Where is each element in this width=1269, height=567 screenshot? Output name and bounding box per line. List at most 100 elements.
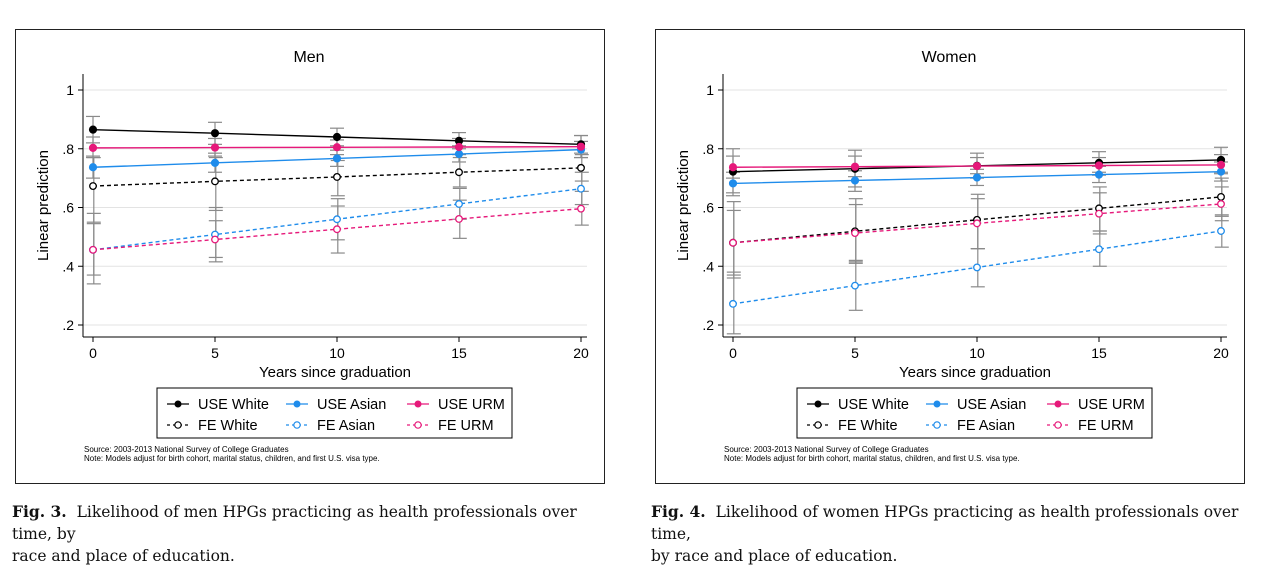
y-tick-label: .4 [62, 258, 74, 274]
legend: USE White USE Asian USE URM FE White FE Asia… [156, 387, 513, 439]
data-point [1216, 160, 1226, 170]
data-point [1095, 245, 1103, 254]
legend-marker [1054, 421, 1062, 429]
legend-box [156, 387, 513, 439]
data-point [333, 215, 341, 224]
legend-item-fe-urm: FE URM [1047, 418, 1134, 434]
legend-item-fe-white: FE White [167, 418, 258, 434]
data-point [851, 229, 859, 238]
data-point [1217, 192, 1225, 201]
legend-item-use-urm: USE URM [407, 397, 505, 413]
legend-marker [174, 400, 182, 408]
legend-label: USE Asian [317, 397, 386, 413]
figure-panel-women: Women .2.4.6.8 1 0 5 10 15 20 Years since gradua… [655, 29, 1245, 489]
x-tick-label: 0 [729, 345, 737, 361]
y-tick-label: 1 [66, 82, 74, 98]
legend-label: FE White [838, 418, 898, 434]
legend-label: USE URM [1078, 397, 1145, 413]
series-use-urm [88, 142, 586, 152]
y-tick-label: .2 [702, 317, 714, 333]
series-line [92, 167, 582, 187]
figure-panel-men: Men .2.4.6.8 1 0 5 10 15 20 Years since graduati… [15, 29, 605, 489]
data-point [728, 163, 738, 172]
legend-label: FE White [198, 418, 258, 434]
series-use-white [88, 125, 586, 149]
data-point [89, 245, 97, 254]
legend-marker [414, 400, 422, 408]
data-point [850, 162, 860, 171]
legend-item-use-white: USE White [167, 397, 269, 413]
model-note: Note: Models adjust for birth cohort, ma… [84, 454, 380, 463]
data-point [729, 238, 737, 247]
data-point [1216, 167, 1226, 176]
x-tick-label: 20 [573, 345, 589, 361]
legend-marker [933, 400, 941, 408]
legend-label: USE Asian [957, 397, 1026, 413]
source-note: Source: 2003-2013 National Survey of Col… [724, 445, 929, 454]
x-tick-label: 15 [451, 345, 467, 361]
legend-item-use-urm: USE URM [1047, 397, 1145, 413]
data-point [210, 129, 220, 138]
series-use-asian [728, 167, 1226, 188]
series-fe-asian [89, 184, 585, 254]
legend-label: USE White [838, 397, 909, 413]
legend-label: FE URM [438, 418, 494, 434]
legend-box [796, 387, 1153, 439]
data-point [577, 184, 585, 193]
legend-item-use-white: USE White [807, 397, 909, 413]
y-axis-label: Linear prediction [35, 150, 52, 261]
data-point [211, 177, 219, 186]
x-tick-label: 15 [1091, 345, 1107, 361]
legend-marker [814, 400, 822, 408]
data-point [89, 182, 97, 191]
legend-marker [933, 421, 941, 429]
legend-item-use-asian: USE Asian [286, 397, 386, 413]
data-point [576, 142, 586, 151]
data-point [88, 125, 98, 134]
chart-title: Women [922, 49, 977, 66]
data-point [1217, 200, 1225, 208]
data-point [454, 142, 464, 152]
legend-item-fe-asian: FE Asian [286, 418, 375, 434]
y-tick-label: .8 [702, 141, 714, 157]
legend-marker [174, 421, 182, 429]
series-line [732, 203, 1222, 244]
series-fe-urm [89, 204, 585, 254]
data-point [333, 225, 341, 234]
x-tick-label: 5 [851, 345, 859, 361]
series-use-urm [728, 160, 1226, 172]
legend-marker [293, 400, 301, 408]
figure-caption-4: Fig. 4. Likelihood of women HPGs practic… [651, 501, 1261, 567]
data-point [728, 179, 738, 188]
plot-area [723, 74, 1227, 337]
series-fe-urm [729, 200, 1225, 247]
figure-caption-3: Fig. 3. Likelihood of men HPGs practicin… [12, 501, 612, 567]
data-point [332, 154, 342, 163]
x-tick-label: 10 [969, 345, 985, 361]
data-point [1094, 170, 1104, 179]
legend-label: FE URM [1078, 418, 1134, 434]
data-point [332, 132, 342, 142]
data-point [211, 235, 219, 244]
caption-label: Fig. 3. [12, 502, 67, 521]
y-tick-label: 1 [706, 82, 714, 98]
data-point [577, 163, 585, 172]
data-point [454, 149, 464, 159]
caption-line-2: by race and place of education. [651, 547, 898, 565]
data-point [1217, 227, 1225, 235]
y-tick-label: .4 [702, 258, 714, 274]
legend-item-use-asian: USE Asian [926, 397, 1026, 413]
legend-item-fe-urm: FE URM [407, 418, 494, 434]
y-axis-label: Linear prediction [675, 150, 692, 261]
data-point [851, 281, 859, 290]
y-tick-label: .2 [62, 317, 74, 333]
series-fe-asian [729, 227, 1225, 308]
data-point [729, 299, 737, 308]
x-tick-label: 20 [1213, 345, 1229, 361]
x-tick-label: 5 [211, 345, 219, 361]
legend-label: FE Asian [317, 418, 375, 434]
data-point [972, 161, 982, 171]
caption-line-1: Likelihood of women HPGs practicing as h… [651, 503, 1239, 543]
data-point [850, 176, 860, 185]
